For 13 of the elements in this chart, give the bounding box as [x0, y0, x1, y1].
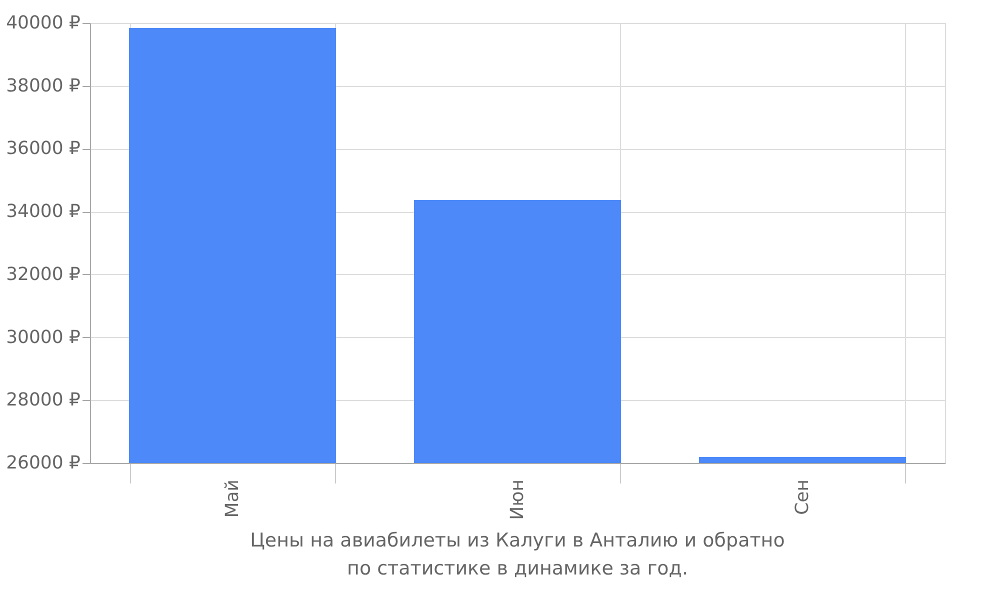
- y-tick-label: 38000 ₽: [6, 75, 80, 96]
- x-tick-label: Сен: [792, 480, 813, 515]
- y-tick-label: 36000 ₽: [6, 138, 80, 160]
- x-tick-label: Май: [222, 480, 243, 518]
- text: Цены на авиабилеты из Калуги в Анталию и обратно: [250, 529, 785, 552]
- y-tick-label: 30000 ₽: [6, 326, 80, 348]
- y-tick-label: 26000 ₽: [6, 452, 80, 474]
- y-tick-label: 34000 ₽: [6, 201, 80, 222]
- x-tick-label: Июн: [507, 480, 528, 520]
- text: по статистике в динамике за год.: [347, 557, 688, 580]
- y-tick-label: 40000 ₽: [6, 12, 80, 34]
- y-tick-label: 32000 ₽: [6, 264, 80, 285]
- y-tick-label: 28000 ₽: [6, 390, 80, 411]
